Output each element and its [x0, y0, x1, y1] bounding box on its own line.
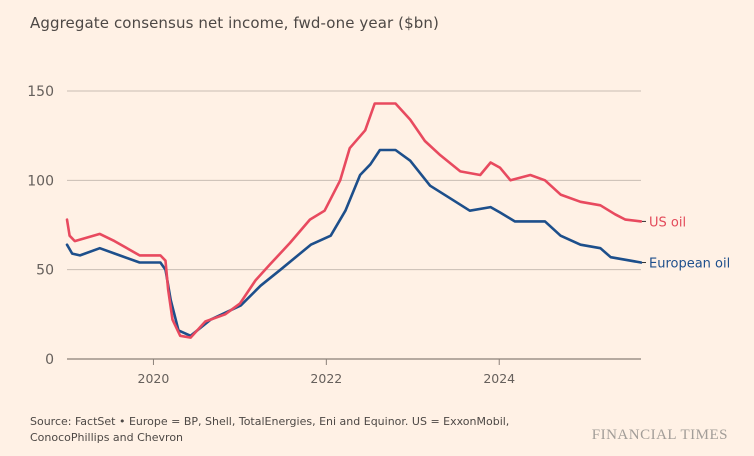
x-axis-ticks: 2020 2022 2024 [138, 359, 515, 386]
us-oil-line [65, 102, 643, 339]
y-tick-label: 100 [27, 173, 54, 189]
series-labels: European oil US oil [642, 215, 730, 272]
european-oil-line [65, 148, 643, 338]
ft-brand-logo: FINANCIAL TIMES [591, 427, 728, 443]
y-tick-label: 150 [27, 84, 54, 100]
source-note: Source: FactSet • Europe = BP, Shell, To… [30, 415, 510, 444]
chart-title: Aggregate consensus net income, fwd-one … [30, 14, 439, 32]
x-tick-label: 2020 [138, 371, 170, 386]
y-axis-ticks: 0 50 100 150 [27, 84, 54, 368]
y-tick-label: 50 [36, 263, 54, 279]
x-tick-label: 2024 [483, 371, 515, 386]
x-tick-label: 2022 [310, 371, 342, 386]
y-tick-label: 0 [45, 352, 54, 368]
series-lines [65, 102, 643, 339]
european-oil-label: European oil [649, 257, 730, 272]
us-oil-label: US oil [649, 215, 686, 230]
gridlines [67, 90, 641, 360]
